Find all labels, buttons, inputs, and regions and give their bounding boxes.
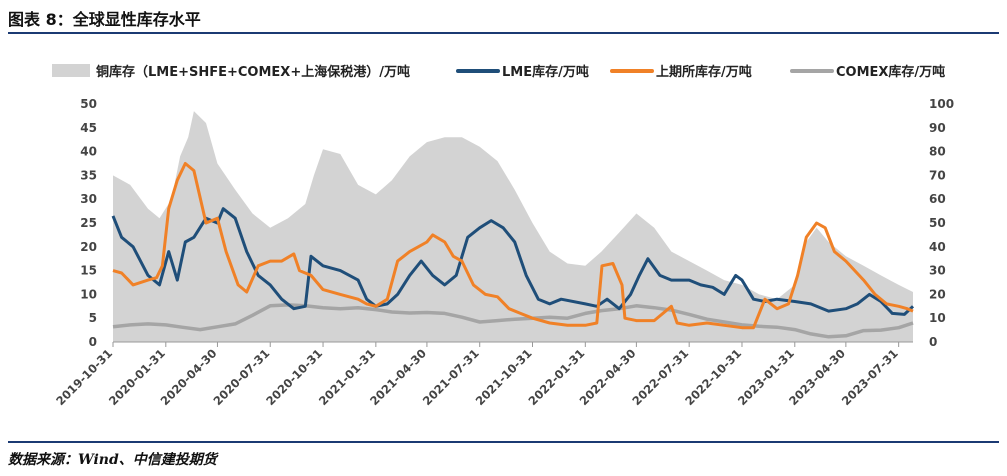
plot-area: [111, 111, 915, 343]
y-right-tick-label: 30: [929, 264, 946, 278]
series-lme-line: [111, 207, 915, 316]
legend-swatch-area: [52, 64, 90, 77]
y-left-tick-label: 0: [89, 335, 97, 349]
y-left-tick-label: 30: [80, 192, 97, 206]
y-left-tick-label: 50: [80, 97, 97, 111]
top-rule: [8, 32, 999, 34]
x-axis: 2019-10-312020-01-312020-04-302020-07-31…: [53, 342, 901, 408]
y-left-tick-label: 35: [80, 168, 97, 182]
y-axis-left: 0 5 10 15 20 25 30 35 40 45 50: [80, 97, 97, 349]
y-left-tick-label: 10: [80, 287, 97, 301]
y-left-tick-label: 5: [89, 311, 97, 325]
y-right-tick-label: 10: [929, 311, 946, 325]
y-right-tick-label: 20: [929, 287, 946, 301]
legend-label-area-inventory: 铜库存（LME+SHFE+COMEX+上海保税港）/万吨: [95, 64, 410, 80]
y-left-tick-label: 15: [80, 264, 97, 278]
y-left-tick-label: 20: [80, 240, 97, 254]
source-note: 数据来源：Wind、中信建投期货: [8, 452, 217, 468]
y-left-tick-label: 45: [80, 121, 97, 135]
bottom-rule: [8, 441, 999, 443]
legend-label-series-shfe: 上期所库存/万吨: [656, 64, 752, 80]
y-right-tick-label: 50: [929, 216, 946, 230]
y-right-tick-label: 90: [929, 121, 946, 135]
y-right-tick-label: 40: [929, 240, 946, 254]
figure-title: 图表 8：全球显性库存水平: [8, 10, 201, 29]
series-shfe-line: [112, 162, 914, 330]
y-right-tick-label: 0: [929, 335, 937, 349]
chart: 铜库存（LME+SHFE+COMEX+上海保税港）/万吨 LME库存/万吨 上期所库…: [52, 64, 954, 408]
x-tick-label: 2023-07-31: [839, 346, 901, 408]
series-comex-line: [112, 303, 914, 339]
y-right-tick-label: 80: [929, 145, 946, 159]
legend-label-series-comex: COMEX库存/万吨: [836, 64, 945, 80]
y-right-tick-label: 100: [929, 97, 954, 111]
y-axis-right: 0 10 20 30 40 50 60 70 80 90 100: [929, 97, 954, 349]
y-right-tick-label: 60: [929, 192, 946, 206]
y-left-tick-label: 40: [80, 145, 97, 159]
legend: 铜库存（LME+SHFE+COMEX+上海保税港）/万吨 LME库存/万吨 上期所库…: [52, 64, 945, 80]
y-right-tick-label: 70: [929, 168, 946, 182]
y-left-tick-label: 25: [80, 216, 97, 230]
area-total-inventory: [113, 111, 913, 342]
legend-label-series-lme: LME库存/万吨: [502, 64, 589, 80]
